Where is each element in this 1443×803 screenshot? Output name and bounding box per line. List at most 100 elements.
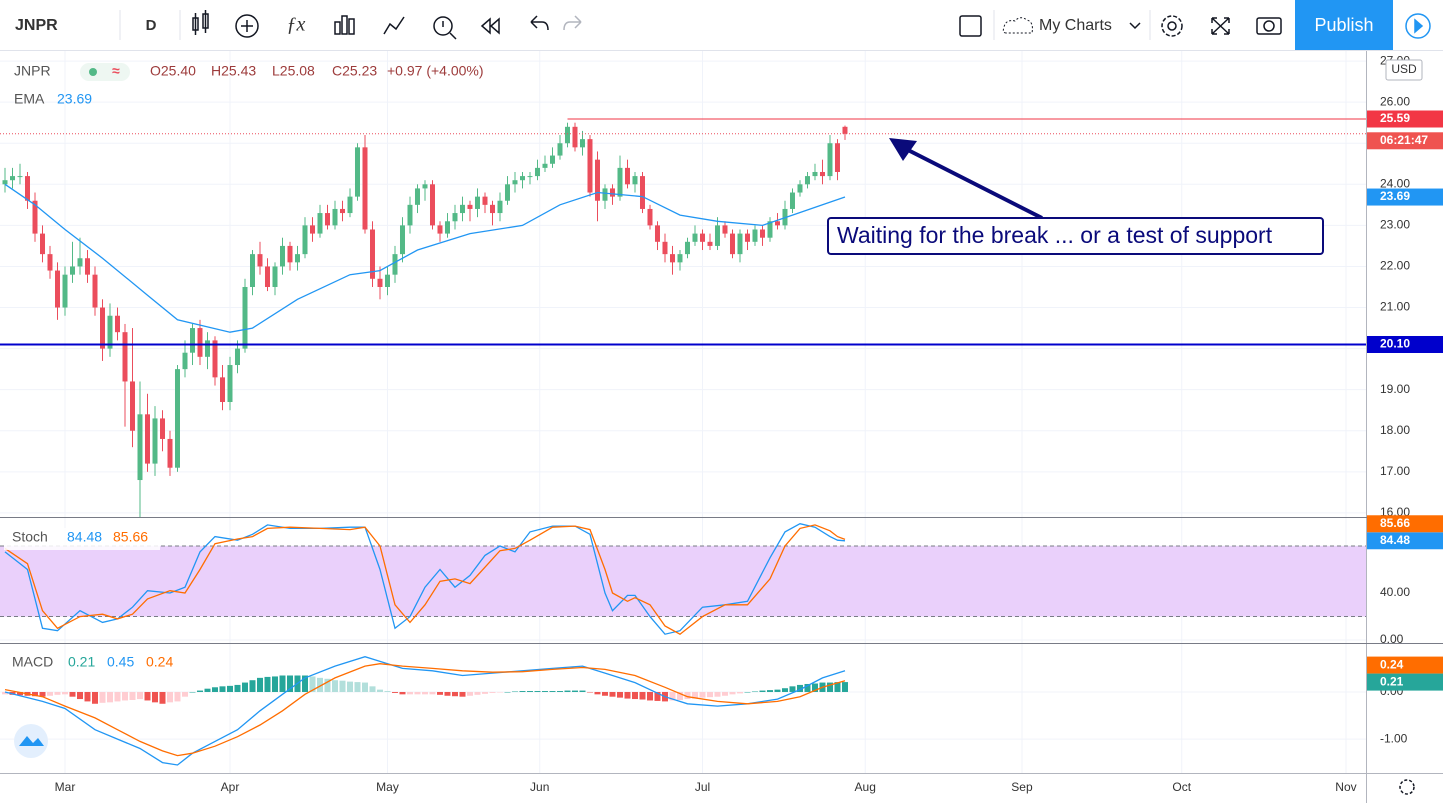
candle-body [182, 352, 188, 370]
fullscreen-icon[interactable] [1211, 17, 1230, 35]
candle-body [474, 196, 480, 209]
publish-button[interactable] [1295, 0, 1393, 50]
legend-ohlc: O25.40 [150, 63, 196, 79]
ema-legend-name: EMA [14, 91, 45, 107]
candle-body [819, 171, 825, 177]
histogram-bar [324, 678, 331, 692]
candle-body [294, 254, 300, 263]
histogram-bar [339, 680, 346, 692]
histogram-bar [444, 691, 451, 696]
layout-menu[interactable]: My Charts [1039, 17, 1112, 34]
histogram-bar [331, 680, 338, 692]
line-price-tag: 20.10 [1380, 337, 1410, 351]
arrow-head [889, 138, 917, 161]
candle-body [437, 225, 443, 234]
axis-settings[interactable] [1399, 779, 1415, 795]
candle-body [654, 225, 660, 242]
candle-body [497, 200, 503, 214]
candle-body [602, 188, 608, 201]
histogram-bar [107, 691, 114, 703]
candle-body [264, 266, 270, 287]
legend-bg [4, 528, 160, 550]
candle-body [647, 208, 653, 226]
histogram-bar [151, 691, 158, 703]
replay-icon[interactable] [480, 17, 500, 35]
macd-legend-name: MACD [12, 654, 53, 670]
candle-body [144, 414, 150, 464]
histogram-bar [309, 676, 316, 692]
candle-body [534, 167, 540, 177]
candle-body [797, 184, 803, 193]
toolbar: JNPR D ƒx My Charts Publish [0, 0, 1443, 51]
candle-body [842, 126, 848, 134]
chart-type-icon[interactable] [192, 10, 209, 35]
candle-body [767, 221, 773, 238]
candle-body [362, 147, 368, 230]
candle-body [339, 208, 345, 214]
undo-icon[interactable] [530, 15, 549, 31]
templates-icon[interactable] [334, 15, 355, 35]
candle-body [452, 213, 458, 222]
candle-body [594, 159, 600, 201]
fx-icon[interactable]: ƒx [287, 14, 306, 36]
candle-body [129, 381, 135, 431]
histogram-bar [391, 691, 398, 693]
candle-body [25, 176, 31, 201]
candle-body [40, 233, 46, 255]
candle-body [677, 254, 683, 263]
histogram-bar [264, 676, 271, 692]
macd-legend-value: 0.45 [107, 654, 134, 670]
candle-body [204, 340, 210, 357]
compare-icon[interactable] [383, 16, 405, 35]
histogram-bar [654, 691, 661, 701]
candle-body [662, 241, 668, 255]
histogram-bar [481, 691, 488, 694]
candle-body [407, 204, 413, 226]
layout-select-icon[interactable] [959, 15, 982, 37]
histogram-bar [811, 683, 818, 692]
stoch-legend-value: 84.48 [67, 529, 102, 545]
settings-icon[interactable] [1161, 15, 1183, 37]
histogram-bar [474, 691, 481, 695]
candle-body [309, 225, 315, 234]
histogram-bar [556, 691, 563, 692]
annotation-text: Waiting for the break ... or a test of s… [837, 222, 1273, 248]
histogram-bar [196, 690, 203, 692]
indicator-tag-bg [1367, 656, 1443, 674]
symbol-button[interactable]: JNPR [15, 17, 58, 34]
candle-body [70, 266, 76, 275]
histogram-bar [594, 691, 601, 695]
x-tick-label: Jul [695, 780, 710, 794]
histogram-bar [766, 690, 773, 692]
histogram-bar [699, 691, 706, 698]
histogram-bar [729, 691, 736, 695]
histogram-bar [796, 684, 803, 692]
y-tick-label: 26.00 [1380, 94, 1410, 108]
histogram-bar [62, 691, 69, 695]
histogram-bar [354, 682, 361, 692]
snapshot-icon[interactable] [1256, 17, 1282, 35]
candle-body [827, 143, 833, 177]
redo-icon[interactable] [563, 15, 582, 31]
candle-body [744, 233, 750, 242]
chevron [1129, 22, 1141, 30]
histogram-bar [639, 691, 646, 700]
line-price-tag-bg [1367, 110, 1443, 128]
candle-body [527, 176, 533, 178]
legend-change: +0.97 (+4.00%) [387, 63, 484, 79]
histogram-bar [459, 691, 466, 697]
candle-body [2, 180, 8, 185]
histogram-bar [684, 691, 691, 700]
interval-button[interactable]: D [146, 17, 157, 34]
histogram-bar [564, 690, 571, 692]
histogram-bar [47, 691, 54, 696]
status-dot [89, 68, 97, 76]
candle-body [414, 188, 420, 205]
alert-icon[interactable] [433, 16, 457, 40]
stream-button[interactable] [1405, 13, 1431, 39]
histogram-bar [436, 691, 443, 695]
candle-body [10, 176, 16, 181]
histogram-bar [144, 691, 151, 701]
indicators-add-icon[interactable] [235, 14, 259, 38]
histogram-bar [77, 691, 84, 700]
